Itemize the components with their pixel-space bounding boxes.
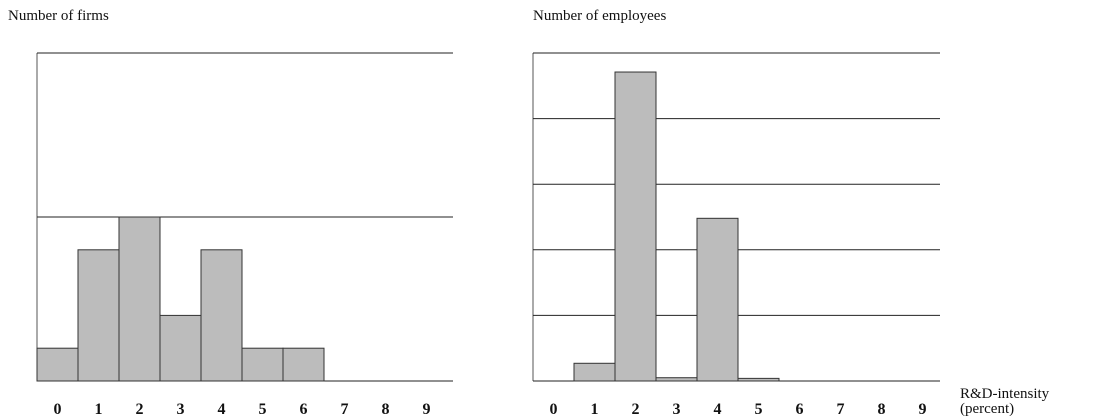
bar xyxy=(118,216,161,382)
x-tick-label: 3 xyxy=(177,401,185,416)
x-tick-label: 6 xyxy=(300,401,308,416)
x-tick-label: 1 xyxy=(591,401,599,416)
x-tick-label: 0 xyxy=(54,401,62,416)
bar xyxy=(77,249,120,382)
x-tick-label: 8 xyxy=(878,401,886,416)
bar xyxy=(696,217,739,382)
bar xyxy=(282,347,325,382)
x-tick-label: 9 xyxy=(919,401,927,416)
x-tick-label: 5 xyxy=(755,401,763,416)
bar xyxy=(200,249,243,382)
x-tick-label: 2 xyxy=(136,401,144,416)
x-tick-label: 3 xyxy=(673,401,681,416)
x-axis-label: R&D-intensity xyxy=(960,386,1050,402)
x-tick-label: 6 xyxy=(796,401,804,416)
bar xyxy=(241,347,284,382)
x-tick-label: 0 xyxy=(550,401,558,416)
x-tick-label: 8 xyxy=(382,401,390,416)
x-tick-label: 2 xyxy=(632,401,640,416)
chart-title: Number of firms xyxy=(8,8,109,24)
bar xyxy=(36,347,79,382)
x-tick-label: 9 xyxy=(423,401,431,416)
x-axis-label: (percent) xyxy=(960,401,1014,416)
bar xyxy=(159,314,202,382)
x-tick-label: 1 xyxy=(95,401,103,416)
x-tick-label: 7 xyxy=(341,401,349,416)
bar xyxy=(655,377,698,382)
x-tick-label: 7 xyxy=(837,401,845,416)
x-tick-label: 4 xyxy=(714,401,722,416)
bar xyxy=(737,377,780,382)
bar xyxy=(573,362,616,382)
x-tick-label: 5 xyxy=(259,401,267,416)
chart-title: Number of employees xyxy=(533,8,666,24)
x-tick-label: 4 xyxy=(218,401,226,416)
bar xyxy=(614,71,657,382)
